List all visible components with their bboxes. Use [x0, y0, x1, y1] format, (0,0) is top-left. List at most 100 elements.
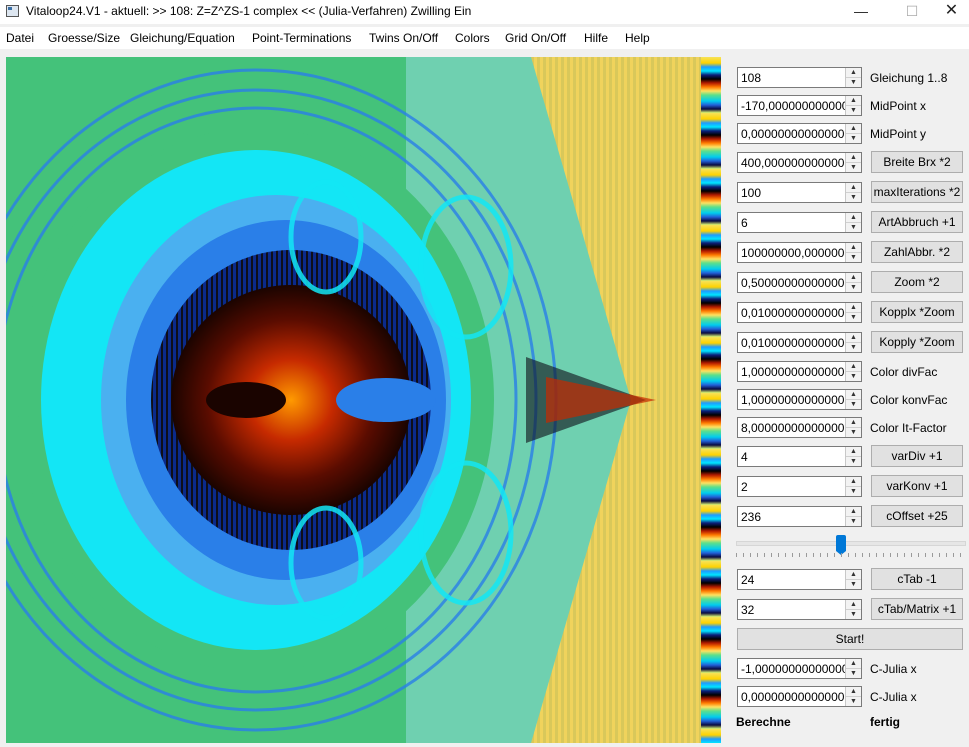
- spin-arrows[interactable]: ▲ ▼: [845, 183, 861, 202]
- spin-arrows[interactable]: ▲ ▼: [845, 390, 861, 409]
- vardiv-spinbox[interactable]: 4 ▲ ▼: [737, 446, 862, 467]
- slider-track[interactable]: [736, 541, 966, 546]
- zahlabbr-button[interactable]: ZahlAbbr. *2: [871, 241, 963, 263]
- zoom-button[interactable]: Zoom *2: [871, 271, 963, 293]
- color-divfac-value[interactable]: 1,0000000000000000: [741, 365, 849, 379]
- ctab-value[interactable]: 24: [741, 573, 755, 587]
- spin-down-icon[interactable]: ▼: [850, 284, 857, 291]
- kopplx-button[interactable]: Kopplx *Zoom: [871, 301, 963, 323]
- spin-arrows[interactable]: ▲ ▼: [845, 507, 861, 526]
- spin-down-icon[interactable]: ▼: [850, 611, 857, 618]
- c-julia-x-value[interactable]: -1,0000000000000000: [741, 662, 849, 676]
- maxiterations-spinbox[interactable]: 100 ▲ ▼: [737, 182, 862, 203]
- c-julia-y-spinbox[interactable]: 0,0000000000000000 ▲ ▼: [737, 686, 862, 707]
- ctab-matrix-value[interactable]: 32: [741, 603, 755, 617]
- zahlabbr-value[interactable]: 100000000,00000000: [741, 246, 849, 260]
- kopplx-value[interactable]: 0,0100000000000000: [741, 306, 849, 320]
- spin-up-icon[interactable]: ▲: [846, 153, 861, 163]
- ctab-matrix-button[interactable]: cTab/Matrix +1: [871, 598, 963, 620]
- spin-arrows[interactable]: ▲ ▼: [845, 213, 861, 232]
- maximize-button[interactable]: ☐: [905, 3, 919, 19]
- midpoint-x-spinbox[interactable]: -170,00000000000000 ▲▼: [737, 95, 862, 116]
- kopply-value[interactable]: 0,0100000000000000: [741, 336, 849, 350]
- maxiterations-value[interactable]: 100: [741, 186, 762, 200]
- ctab-spinbox[interactable]: 24 ▲ ▼: [737, 569, 862, 590]
- spin-down-icon[interactable]: ▼: [850, 518, 857, 525]
- spin-up-icon[interactable]: ▲: [846, 390, 861, 400]
- color-konvfac-spinbox[interactable]: 1,0000000000000000 ▲ ▼: [737, 389, 862, 410]
- c-julia-x-spinbox[interactable]: -1,0000000000000000 ▲▼: [737, 658, 862, 679]
- spin-down-icon[interactable]: ▼: [850, 194, 857, 201]
- kopplx-spinbox[interactable]: 0,0100000000000000 ▲ ▼: [737, 302, 862, 323]
- artabbruch-value[interactable]: 6: [741, 216, 748, 230]
- spin-up-icon[interactable]: ▲: [846, 418, 861, 428]
- coffset-button[interactable]: cOffset +25: [871, 505, 963, 527]
- start-button[interactable]: Start!: [737, 628, 963, 650]
- spin-down-icon[interactable]: ▼: [850, 488, 857, 495]
- menu-colors[interactable]: Colors: [455, 31, 490, 45]
- spin-up-icon[interactable]: ▲: [846, 477, 861, 487]
- spin-up-icon[interactable]: ▲: [846, 447, 861, 457]
- spin-arrows[interactable]: ▲ ▼: [845, 243, 861, 262]
- spin-arrows[interactable]: ▲ ▼: [845, 68, 861, 87]
- color-divfac-spinbox[interactable]: 1,0000000000000000 ▲ ▼: [737, 361, 862, 382]
- spin-up-icon[interactable]: ▲: [846, 273, 861, 283]
- breite-button[interactable]: Breite Brx *2: [871, 151, 963, 173]
- midpoint-y-value[interactable]: 0,0000000000000000: [741, 127, 849, 141]
- spin-up-icon[interactable]: ▲: [846, 243, 861, 253]
- artabbruch-button[interactable]: ArtAbbruch +1: [871, 211, 963, 233]
- coffset-spinbox[interactable]: 236 ▲ ▼: [737, 506, 862, 527]
- spin-down-icon[interactable]: ▼: [850, 164, 857, 171]
- spin-arrows[interactable]: ▲ ▼: [845, 124, 861, 143]
- spin-down-icon[interactable]: ▼: [850, 107, 857, 114]
- menu-gleichung-equation[interactable]: Gleichung/Equation: [130, 31, 235, 45]
- gleichung-value[interactable]: 108: [741, 71, 762, 85]
- spin-up-icon[interactable]: ▲: [846, 96, 861, 106]
- menu-point-terminations[interactable]: Point-Terminations: [252, 31, 352, 45]
- fractal-canvas[interactable]: [6, 57, 721, 743]
- spin-down-icon[interactable]: ▼: [850, 373, 857, 380]
- spin-arrows[interactable]: ▲ ▼: [845, 600, 861, 619]
- spin-up-icon[interactable]: ▲: [846, 600, 861, 610]
- spin-arrows[interactable]: ▲ ▼: [845, 362, 861, 381]
- spin-up-icon[interactable]: ▲: [846, 124, 861, 134]
- spin-arrows[interactable]: ▲ ▼: [845, 659, 861, 678]
- spin-down-icon[interactable]: ▼: [850, 135, 857, 142]
- breite-spinbox[interactable]: 400,00000000000000 ▲ ▼: [737, 152, 862, 173]
- zahlabbr-spinbox[interactable]: 100000000,00000000 ▲ ▼: [737, 242, 862, 263]
- breite-value[interactable]: 400,00000000000000: [741, 156, 849, 170]
- zoom-value[interactable]: 0,5000000000000000: [741, 276, 849, 290]
- spin-down-icon[interactable]: ▼: [850, 401, 857, 408]
- spin-arrows[interactable]: ▲ ▼: [845, 96, 861, 115]
- spin-up-icon[interactable]: ▲: [846, 68, 861, 78]
- spin-down-icon[interactable]: ▼: [850, 344, 857, 351]
- color-konvfac-value[interactable]: 1,0000000000000000: [741, 393, 849, 407]
- spin-down-icon[interactable]: ▼: [850, 224, 857, 231]
- spin-arrows[interactable]: ▲ ▼: [845, 418, 861, 437]
- artabbruch-spinbox[interactable]: 6 ▲ ▼: [737, 212, 862, 233]
- midpoint-x-value[interactable]: -170,00000000000000: [741, 99, 849, 113]
- midpoint-y-spinbox[interactable]: 0,0000000000000000 ▲ ▼: [737, 123, 862, 144]
- spin-down-icon[interactable]: ▼: [850, 698, 857, 705]
- spin-arrows[interactable]: ▲ ▼: [845, 153, 861, 172]
- color-offset-slider[interactable]: [736, 535, 966, 557]
- c-julia-y-value[interactable]: 0,0000000000000000: [741, 690, 849, 704]
- menu-grid[interactable]: Grid On/Off: [505, 31, 567, 45]
- spin-up-icon[interactable]: ▲: [846, 213, 861, 223]
- menu-twins[interactable]: Twins On/Off: [369, 31, 439, 45]
- spin-arrows[interactable]: ▲ ▼: [845, 687, 861, 706]
- spin-down-icon[interactable]: ▼: [850, 458, 857, 465]
- spin-up-icon[interactable]: ▲: [846, 687, 861, 697]
- ctab-matrix-spinbox[interactable]: 32 ▲ ▼: [737, 599, 862, 620]
- spin-up-icon[interactable]: ▲: [846, 303, 861, 313]
- spin-up-icon[interactable]: ▲: [846, 183, 861, 193]
- menu-groesse-size[interactable]: Groesse/Size: [48, 31, 121, 45]
- spin-up-icon[interactable]: ▲: [846, 507, 861, 517]
- spin-down-icon[interactable]: ▼: [850, 429, 857, 436]
- zoom-spinbox[interactable]: 0,5000000000000000 ▲ ▼: [737, 272, 862, 293]
- vardiv-button[interactable]: varDiv +1: [871, 445, 963, 467]
- spin-up-icon[interactable]: ▲: [846, 333, 861, 343]
- coffset-value[interactable]: 236: [741, 510, 762, 524]
- color-itfactor-spinbox[interactable]: 8,0000000000000000 ▲ ▼: [737, 417, 862, 438]
- spin-down-icon[interactable]: ▼: [850, 670, 857, 677]
